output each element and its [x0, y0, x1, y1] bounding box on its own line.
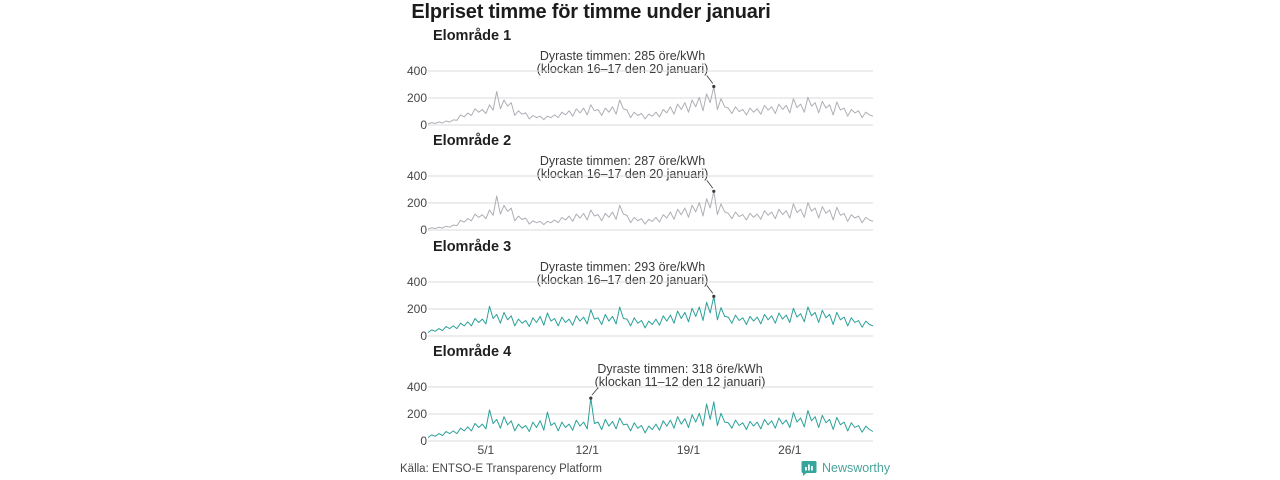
y-axis-labels: 400 200 0 [393, 133, 427, 238]
x-tick-label: 26/1 [778, 443, 802, 457]
chart-subtitle: Elområde 4 [433, 344, 512, 360]
y-tick-label: 0 [420, 329, 427, 343]
annotation-line-1: Dyraste timmen: 318 öre/kWh [597, 362, 763, 376]
x-tick-label: 12/1 [575, 443, 599, 457]
chart-subtitle: Elområde 3 [433, 239, 512, 255]
price-line [427, 397, 874, 438]
y-tick-label: 200 [406, 407, 427, 421]
y-tick-label: 200 [406, 91, 427, 105]
chart-panel-elomrade-2: Elområde 2 400 200 0 Dyraste timmen: 287 ö… [0, 133, 1280, 238]
chart-panel-elomrade-4: Elområde 4 400 200 0 Dyraste timmen: 318 ö… [0, 344, 1280, 449]
annotation-line-2: (klockan 11–12 den 12 januari) [594, 375, 766, 389]
annotation-line-1: Dyraste timmen: 287 öre/kWh [539, 154, 706, 168]
y-tick-label: 0 [420, 223, 427, 237]
peak-dot [712, 294, 716, 298]
y-tick-label: 400 [406, 169, 427, 183]
annotation-line-2: (klockan 16–17 den 20 januari) [536, 167, 709, 181]
peak-annotation: Dyraste timmen: 293 öre/kWh (klockan 16–… [420, 261, 825, 287]
chart-panel-elomrade-1: Elområde 1 400 200 0 Dyraste timmen: 285 ö… [0, 28, 1280, 133]
chart-subtitle: Elområde 1 [433, 28, 512, 44]
x-tick-label: 19/1 [676, 443, 701, 457]
x-axis-labels: 5/1 12/1 19/1 26/1 [0, 443, 1280, 459]
y-tick-label: 200 [406, 302, 427, 316]
y-tick-label: 200 [406, 196, 427, 210]
peak-annotation: Dyraste timmen: 287 öre/kWh (klockan 16–… [420, 155, 825, 181]
peak-annotation: Dyraste timmen: 318 öre/kWh (klockan 11–… [480, 363, 880, 389]
sparkline-chart [427, 175, 874, 231]
peak-dot [712, 189, 716, 193]
x-tick-label: 5/1 [477, 443, 495, 457]
price-line [427, 86, 874, 125]
sparkline-chart [427, 281, 874, 337]
y-tick-label: 400 [406, 275, 427, 289]
newsworthy-brand-label: Newsworthy [822, 461, 891, 475]
annotation-pointer [706, 285, 714, 294]
chart-subtitle: Elområde 2 [433, 133, 512, 149]
y-axis-labels: 400 200 0 [393, 239, 427, 344]
annotation-line-2: (klockan 16–17 den 20 januari) [536, 273, 709, 287]
annotation-line-2: (klockan 16–17 den 20 januari) [536, 62, 709, 76]
peak-dot [712, 84, 716, 89]
price-line [427, 295, 874, 333]
sparkline-chart [427, 386, 874, 442]
y-axis-labels: 400 200 0 [393, 344, 427, 449]
price-line [427, 190, 874, 230]
source-credit: Källa: ENTSO-E Transparency Platform [400, 463, 602, 475]
y-tick-label: 0 [420, 434, 427, 448]
peak-dot [589, 396, 593, 400]
sparkline-chart [427, 70, 874, 126]
page-title: Elpriset timme för timme under januari [411, 1, 771, 23]
annotation-pointer [591, 387, 599, 396]
annotation-line-1: Dyraste timmen: 293 öre/kWh [539, 260, 706, 274]
chart-panel-elomrade-3: Elområde 3 400 200 0 Dyraste timmen: 293 ö… [0, 239, 1280, 344]
annotation-line-1: Dyraste timmen: 285 öre/kWh [539, 49, 706, 63]
annotation-pointer [706, 180, 714, 189]
newsworthy-logo-icon [801, 461, 817, 476]
annotation-pointer [706, 75, 714, 84]
y-tick-label: 400 [406, 64, 427, 78]
y-tick-label: 400 [406, 380, 427, 394]
y-axis-labels: 400 200 0 [393, 28, 427, 133]
y-tick-label: 0 [420, 118, 427, 132]
peak-annotation: Dyraste timmen: 285 öre/kWh (klockan 16–… [420, 50, 825, 76]
